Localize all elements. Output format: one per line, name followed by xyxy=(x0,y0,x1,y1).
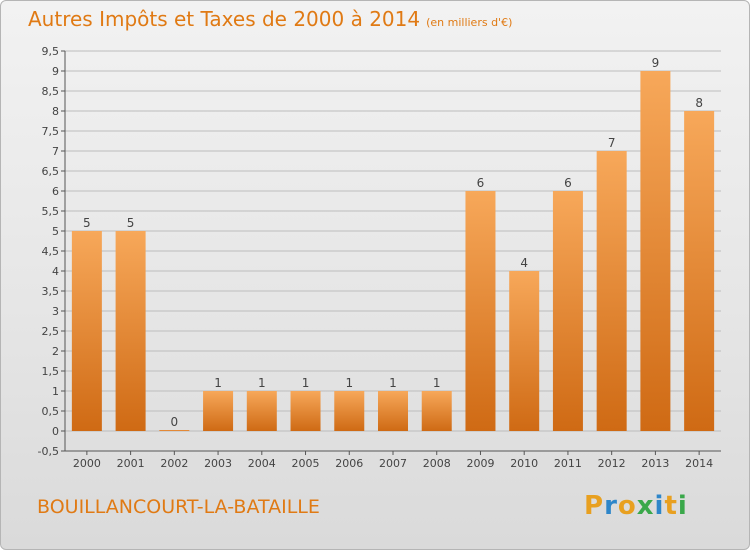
bar-2008 xyxy=(421,391,452,431)
x-tick-label-2011: 2011 xyxy=(554,457,582,470)
data-label-2012: 7 xyxy=(608,136,616,150)
x-tick-label-2002: 2002 xyxy=(160,457,188,470)
data-label-2013: 9 xyxy=(652,56,660,70)
y-tick-label: 8,5 xyxy=(42,85,60,98)
y-tick-label: -0,5 xyxy=(38,445,59,458)
y-tick-label: 3,5 xyxy=(42,285,60,298)
x-tick-label-2004: 2004 xyxy=(248,457,276,470)
bar-2010 xyxy=(509,271,540,431)
bar-2000 xyxy=(71,231,102,431)
data-label-2003: 1 xyxy=(214,376,222,390)
commune-name: BOUILLANCOURT-LA-BATAILLE xyxy=(37,496,320,518)
bar-2011 xyxy=(552,191,583,431)
x-tick-label-2000: 2000 xyxy=(73,457,101,470)
chart-subtitle: (en milliers d'€) xyxy=(426,16,513,29)
y-tick-label: 0,5 xyxy=(42,405,60,418)
bar-2012 xyxy=(596,151,627,431)
data-label-2001: 5 xyxy=(127,216,135,230)
data-label-2005: 1 xyxy=(302,376,310,390)
x-tick-label-2014: 2014 xyxy=(685,457,713,470)
data-label-2008: 1 xyxy=(433,376,441,390)
data-label-2000: 5 xyxy=(83,216,91,230)
y-tick-label: 6 xyxy=(52,185,59,198)
y-tick-label: 2,5 xyxy=(42,325,60,338)
logo-letter: t xyxy=(664,491,678,521)
data-label-2002: 0 xyxy=(171,415,179,429)
y-tick-label: 3 xyxy=(52,305,59,318)
y-tick-label: 9,5 xyxy=(42,45,60,58)
data-label-2014: 8 xyxy=(695,96,703,110)
x-tick-label-2013: 2013 xyxy=(641,457,669,470)
x-tick-label-2010: 2010 xyxy=(510,457,538,470)
data-label-2011: 6 xyxy=(564,176,572,190)
y-tick-label: 1 xyxy=(52,385,59,398)
data-label-2009: 6 xyxy=(477,176,485,190)
y-tick-label: 0 xyxy=(52,425,59,438)
y-tick-label: 5 xyxy=(52,225,59,238)
proxiti-logo: Proxiti xyxy=(584,491,688,521)
y-tick-label: 5,5 xyxy=(42,205,60,218)
bar-2003 xyxy=(203,391,234,431)
y-tick-label: 7,5 xyxy=(42,125,60,138)
chart-title: Autres Impôts et Taxes de 2000 à 2014 (en… xyxy=(28,7,512,31)
x-tick-label-2007: 2007 xyxy=(379,457,407,470)
bar-2006 xyxy=(334,391,365,431)
x-tick-label-2012: 2012 xyxy=(598,457,626,470)
y-tick-label: 4 xyxy=(52,265,59,278)
y-tick-label: 2 xyxy=(52,345,59,358)
bar-2002 xyxy=(159,430,190,431)
x-tick-label-2008: 2008 xyxy=(423,457,451,470)
bar-2013 xyxy=(640,71,671,431)
bar-2005 xyxy=(290,391,321,431)
logo-letter: i xyxy=(654,491,665,521)
bar-2004 xyxy=(246,391,277,431)
y-tick-label: 9 xyxy=(52,65,59,78)
data-label-2004: 1 xyxy=(258,376,266,390)
x-tick-label-2005: 2005 xyxy=(292,457,320,470)
y-tick-label: 4,5 xyxy=(42,245,60,258)
logo-letter: x xyxy=(636,491,655,521)
logo-letter: r xyxy=(604,491,618,521)
logo-letter: P xyxy=(584,491,605,521)
y-tick-label: 7 xyxy=(52,145,59,158)
y-tick-label: 8 xyxy=(52,105,59,118)
x-tick-label-2001: 2001 xyxy=(117,457,145,470)
x-tick-label-2006: 2006 xyxy=(335,457,363,470)
logo-letter: o xyxy=(617,491,637,521)
bar-2007 xyxy=(378,391,408,431)
x-tick-label-2009: 2009 xyxy=(466,457,494,470)
chart-title-text: Autres Impôts et Taxes de 2000 à 2014 xyxy=(28,7,421,31)
y-tick-label: 6,5 xyxy=(42,165,60,178)
data-label-2007: 1 xyxy=(389,376,397,390)
bar-2001 xyxy=(115,231,146,431)
bar-2014 xyxy=(684,111,715,431)
data-label-2010: 4 xyxy=(520,256,528,270)
data-label-2006: 1 xyxy=(345,376,353,390)
x-tick-label-2003: 2003 xyxy=(204,457,232,470)
logo-letter: i xyxy=(677,491,688,521)
y-tick-label: 1,5 xyxy=(42,365,60,378)
bar-2009 xyxy=(465,191,496,431)
